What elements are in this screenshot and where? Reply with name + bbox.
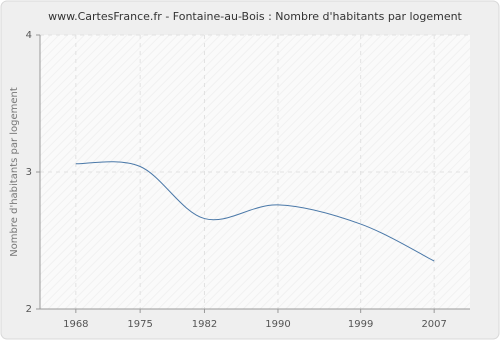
line xyxy=(75,161,435,262)
chart-title: www.CartesFrance.fr - Fontaine-au-Bois :… xyxy=(48,10,462,23)
y-tick-label: 2 xyxy=(26,304,32,315)
x-tick-label: 2007 xyxy=(421,319,446,330)
x-tick-label: 1968 xyxy=(63,319,88,330)
y-axis-label: Nombre d'habitants par logement xyxy=(9,87,20,257)
x-tick-label: 1990 xyxy=(265,319,290,330)
x-tick-label: 1982 xyxy=(192,319,217,330)
y-tick-label: 4 xyxy=(26,30,32,41)
x-tick-label: 1999 xyxy=(348,319,373,330)
plot-area xyxy=(40,35,470,309)
y-tick-label: 3 xyxy=(26,167,32,178)
x-tick-label: 1975 xyxy=(127,319,152,330)
